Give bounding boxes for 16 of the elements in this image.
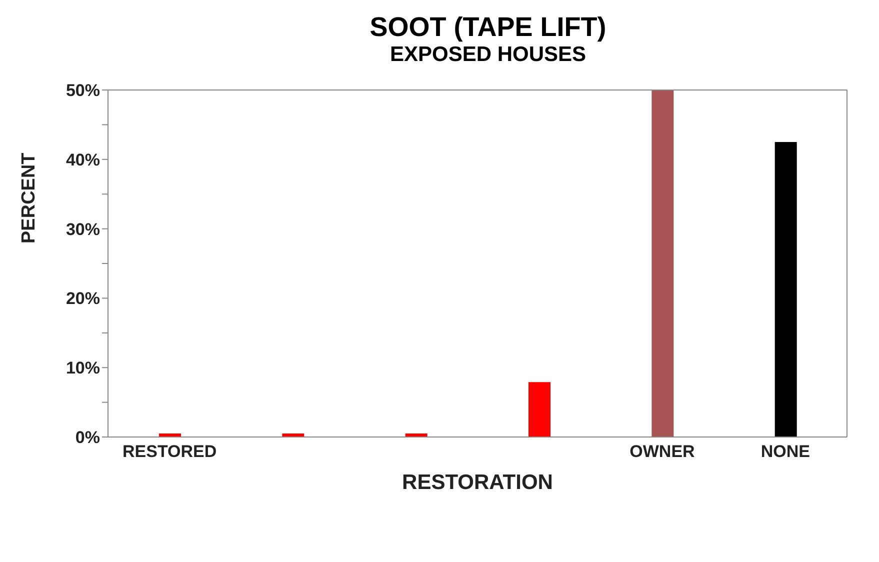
x-tick-label: OWNER <box>630 442 695 462</box>
y-tick-label: 50% <box>66 81 100 100</box>
x-axis-title: RESTORATION <box>402 471 553 494</box>
y-tick-label: 20% <box>66 289 100 308</box>
bar <box>652 90 674 437</box>
bar <box>528 382 550 437</box>
chart-subtitle: EXPOSED HOUSES <box>388 43 588 67</box>
bar <box>774 142 797 437</box>
y-tick-label: 0% <box>75 428 100 448</box>
x-tick-label: RESTORED <box>122 442 217 462</box>
y-axis-title: PERCENT <box>18 152 40 244</box>
x-tick-label: NONE <box>760 442 810 462</box>
y-tick-label: 40% <box>66 150 100 170</box>
y-tick-label: 30% <box>66 220 100 239</box>
y-tick-label: 10% <box>66 358 100 378</box>
chart-title: SOOT (TAPE LIFT) <box>368 12 608 43</box>
